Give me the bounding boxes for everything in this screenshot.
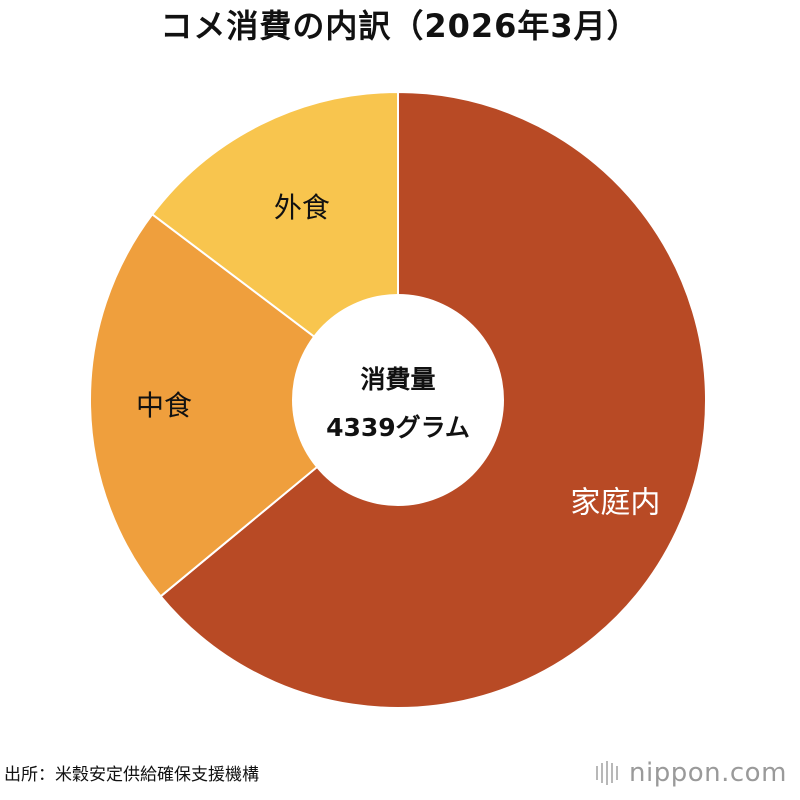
slice-label: 家庭内 (570, 485, 660, 520)
slice-label: 外食 (274, 191, 330, 224)
logo-text: nippon.com (629, 758, 787, 788)
slice-labels: 家庭内 中食 外食 (136, 191, 660, 520)
center-value: 4339グラム (326, 413, 470, 442)
center-label: 消費量 (360, 365, 435, 394)
pie-slice (89, 212, 400, 598)
slice-label: 中食 (136, 389, 192, 422)
donut-hole (292, 294, 504, 506)
logo-bars-icon (596, 761, 621, 785)
chart-title: コメ消費の内訳（2026年3月） (160, 7, 640, 45)
nippon-logo: nippon.com (596, 756, 787, 790)
source-note: 出所：米穀安定供給確保支援機構 (4, 765, 259, 785)
